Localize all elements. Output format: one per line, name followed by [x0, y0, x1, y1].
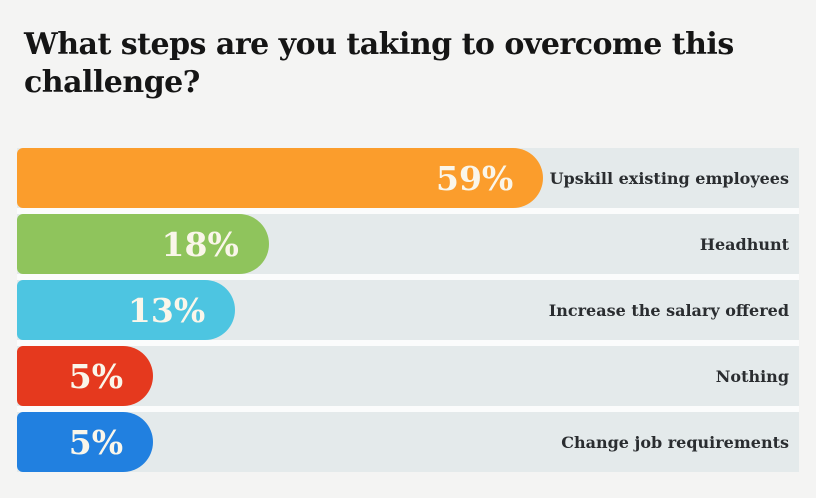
bar-value-label: 13%	[127, 290, 206, 330]
bar-row-upskill: 59% Upskill existing employees	[17, 148, 799, 208]
category-label: Increase the salary offered	[548, 300, 789, 320]
bar-value-label: 18%	[161, 224, 239, 264]
bar-headhunt: 18%	[17, 214, 269, 274]
bar-value-label: 5%	[68, 422, 124, 462]
bar-chart: 59% Upskill existing employees 18% Headh…	[17, 148, 799, 472]
bar-row-requirements: 5% Change job requirements	[17, 412, 799, 472]
bar-value-label: 59%	[436, 158, 514, 198]
category-label: Headhunt	[699, 234, 789, 254]
category-label: Change job requirements	[561, 432, 789, 452]
bar-row-nothing: 5% Nothing	[17, 346, 799, 406]
page-title: What steps are you taking to overcome th…	[24, 26, 799, 102]
bar-nothing: 5%	[17, 346, 154, 406]
bar-value-label: 5%	[68, 356, 124, 396]
bar-row-salary: 13% Increase the salary offered	[17, 280, 799, 340]
page-title-line-1: What steps are you taking to overcome th…	[24, 27, 734, 62]
bar-requirements: 5%	[17, 412, 154, 472]
bar-salary: 13%	[17, 280, 236, 340]
bar-row-headhunt: 18% Headhunt	[17, 214, 799, 274]
page-title-line-2: challenge?	[24, 65, 200, 100]
bar-upskill: 59%	[17, 148, 544, 208]
category-label: Upskill existing employees	[549, 168, 789, 188]
category-label: Nothing	[715, 366, 789, 386]
